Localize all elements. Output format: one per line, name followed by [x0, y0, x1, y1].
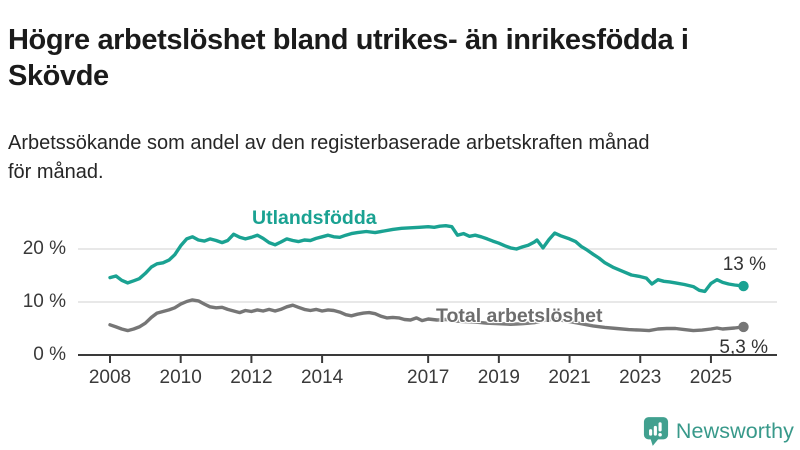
page-title: Högre arbetslöshet bland utrikes- än inr…: [8, 24, 689, 92]
series-label-total-arbetsloshet: Total arbetslöshet: [436, 305, 603, 327]
y-tick-label: 0 %: [33, 344, 66, 365]
x-tick-label: 2021: [548, 367, 591, 388]
x-tick-label: 2010: [159, 367, 202, 388]
newsworthy-logo-text: Newsworthy: [675, 419, 794, 443]
series-end-value-total-arbetsloshet: 5,3 %: [719, 337, 768, 358]
x-tick-label: 2012: [230, 367, 273, 388]
series-end-value-utlandsfodda: 13 %: [722, 254, 766, 275]
series-line-total-arbetsloshet: [108, 298, 746, 333]
x-tick-label: 2017: [407, 367, 450, 388]
newsworthy-speech-bubble-bar-chart-icon: [643, 417, 668, 446]
x-tick-label: 2014: [300, 367, 344, 388]
series-line-utlandsfodda: [108, 224, 746, 294]
x-tick-label: 2025: [689, 367, 733, 388]
newsworthy-logo: Newsworthy: [643, 416, 794, 447]
chart-subtitle: Arbetssökande som andel av den registerb…: [8, 132, 650, 183]
series-label-utlandsfodda: Utlandsfödda: [252, 207, 377, 229]
x-tick-label: 2008: [88, 367, 132, 388]
x-tick-label: 2023: [619, 367, 662, 388]
y-tick-label: 10 %: [22, 291, 66, 312]
y-tick-label: 20 %: [22, 238, 66, 259]
x-tick-label: 2019: [477, 367, 520, 388]
series-end-dot-total-arbetsloshet: [738, 321, 749, 333]
series-end-dot-utlandsfodda: [738, 280, 749, 292]
